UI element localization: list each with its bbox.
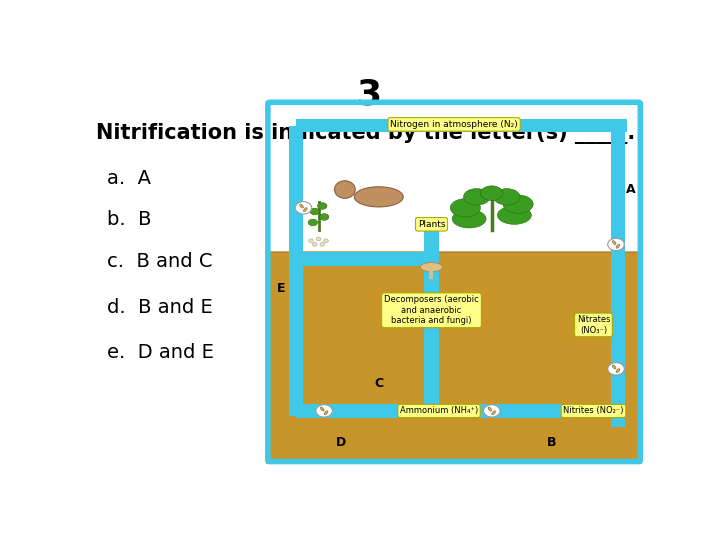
Bar [289,125,303,416]
Text: Plants: Plants [418,220,445,229]
Text: d.  B and E: d. B and E [107,298,212,316]
Bar [611,354,625,427]
Ellipse shape [480,186,503,200]
Ellipse shape [464,188,490,205]
Text: a.  A: a. A [107,168,150,188]
Ellipse shape [503,195,534,213]
Bar [611,125,625,427]
Text: A: A [626,183,636,196]
Text: e.  D and E: e. D and E [107,343,214,362]
Ellipse shape [616,369,620,373]
Ellipse shape [320,214,329,220]
Bar [296,119,627,132]
Bar [296,404,618,418]
Circle shape [483,405,500,417]
Ellipse shape [312,242,317,246]
Text: Nitrates
(NO₃⁻): Nitrates (NO₃⁻) [577,315,611,335]
Text: Ammonium (NH₄⁺): Ammonium (NH₄⁺) [400,407,478,415]
Ellipse shape [335,181,355,198]
Ellipse shape [452,210,486,228]
Ellipse shape [309,239,313,242]
Text: Nitrification is indicated by the letter(s) _____.: Nitrification is indicated by the letter… [96,123,635,144]
Circle shape [608,238,624,251]
Ellipse shape [616,244,620,248]
Bar [424,259,438,411]
Text: B: B [547,436,557,449]
Ellipse shape [488,407,492,411]
Ellipse shape [316,237,321,241]
Text: D: D [336,436,346,449]
Text: C: C [374,377,383,390]
Ellipse shape [324,239,328,242]
Ellipse shape [324,411,328,415]
Bar [296,252,431,266]
Text: Nitrogen in atmosphere (N₂): Nitrogen in atmosphere (N₂) [390,120,518,129]
Ellipse shape [498,206,531,224]
Ellipse shape [318,202,327,210]
Circle shape [316,405,333,417]
Circle shape [295,201,312,214]
Circle shape [608,363,624,375]
Ellipse shape [612,241,616,245]
Ellipse shape [310,208,320,215]
Ellipse shape [354,187,403,207]
Text: c.  B and C: c. B and C [107,252,212,271]
Ellipse shape [320,242,325,246]
Ellipse shape [303,208,307,212]
Text: b.  B: b. B [107,210,151,230]
Text: E: E [276,282,285,295]
Ellipse shape [450,199,480,217]
Ellipse shape [308,219,318,226]
Text: Decomposers (aerobic
and anaerobic
bacteria and fungi): Decomposers (aerobic and anaerobic bacte… [384,295,479,325]
Text: Nitrites (NO₂⁻): Nitrites (NO₂⁻) [563,407,624,415]
Ellipse shape [494,188,520,205]
Bar [424,219,438,259]
Ellipse shape [420,262,443,272]
Ellipse shape [320,407,324,411]
Bar [266,98,642,252]
Ellipse shape [300,204,303,208]
Ellipse shape [612,365,616,369]
Bar [266,252,642,464]
Text: 3: 3 [356,77,382,111]
Ellipse shape [492,411,495,415]
